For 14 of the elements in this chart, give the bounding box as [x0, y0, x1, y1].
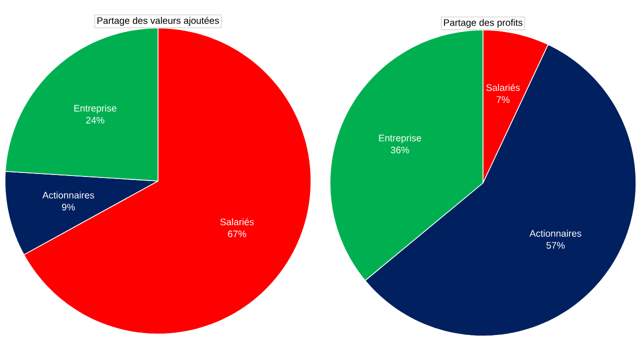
- slice-label: Salariés: [486, 84, 520, 91]
- slice-label: Actionnaires: [42, 192, 94, 199]
- data-label: 36%: [390, 146, 410, 154]
- slice-label: Actionnaires: [530, 230, 582, 237]
- data-label: 9%: [62, 204, 75, 210]
- slice-label: Salariés: [220, 218, 254, 226]
- chart-title: Partage des profits: [444, 18, 522, 28]
- data-label: 24%: [86, 116, 104, 124]
- data-label: 67%: [228, 230, 246, 238]
- chart-title: Partage des valeurs ajoutées: [97, 16, 219, 26]
- data-label: 57%: [546, 242, 565, 249]
- slice-label: Entreprise: [379, 134, 422, 144]
- data-label: 7%: [496, 96, 510, 103]
- slice-label: Entreprise: [74, 104, 116, 114]
